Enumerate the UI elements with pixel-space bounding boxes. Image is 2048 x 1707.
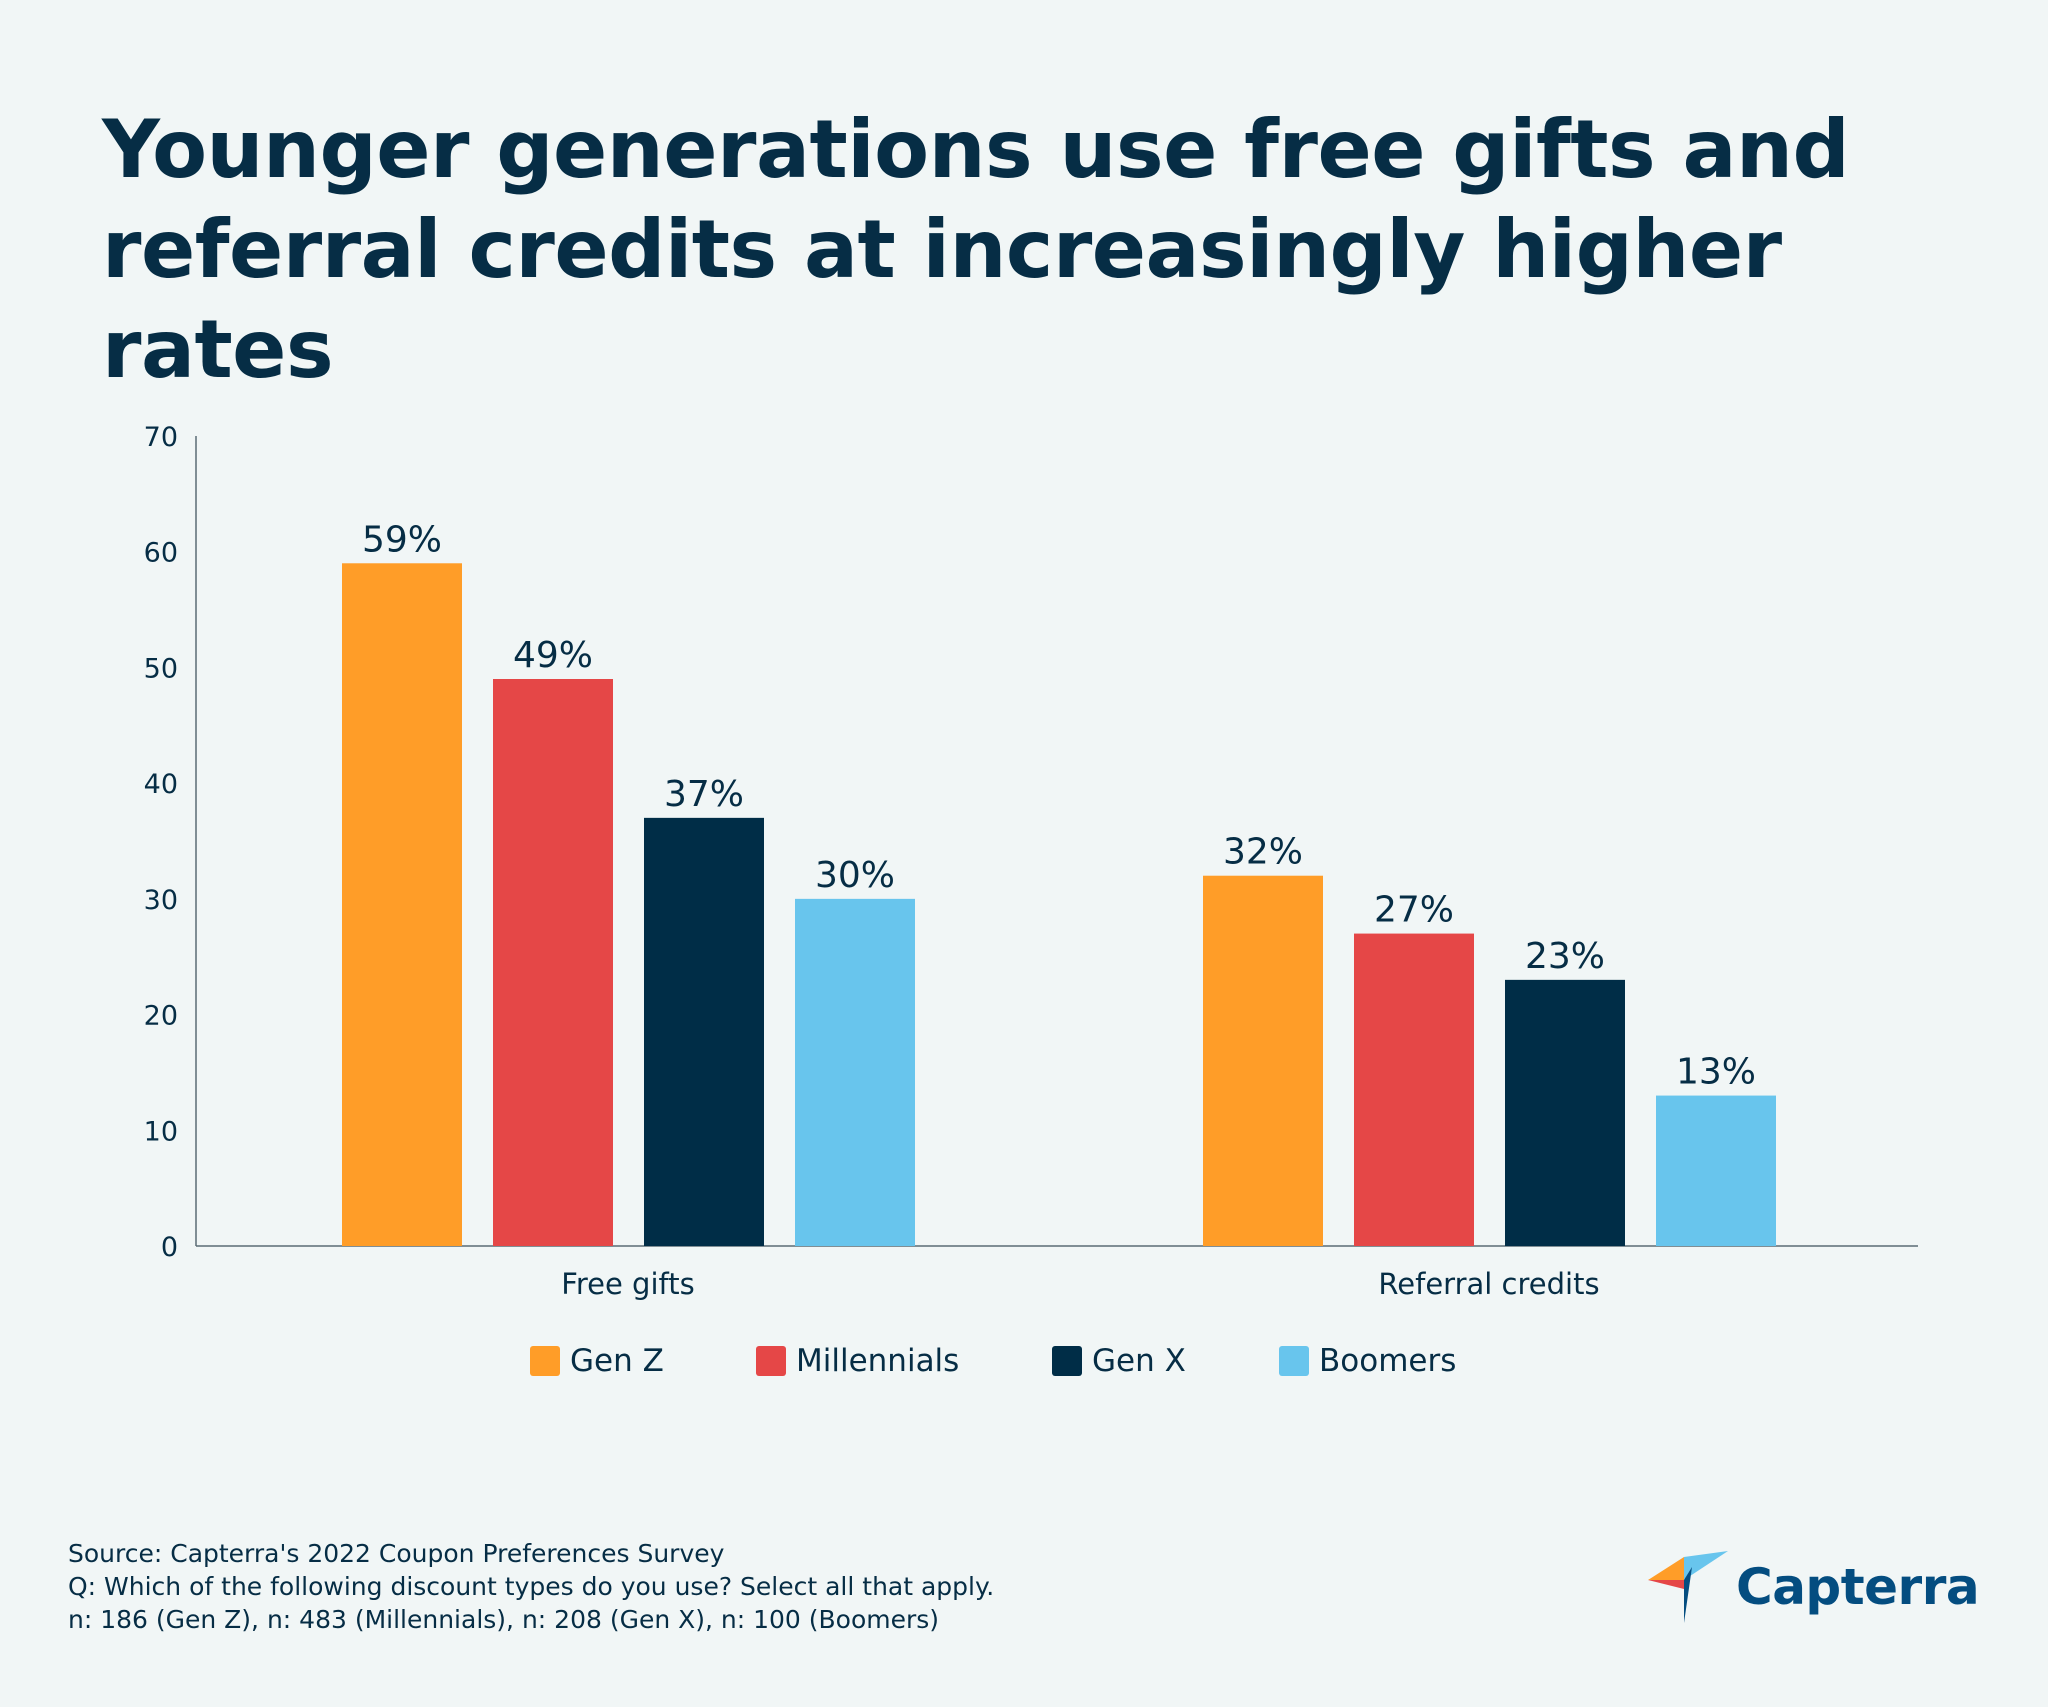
capterra-logo: Capterra [1648, 1551, 1980, 1623]
legend-item-millennials: Millennials [756, 1343, 959, 1379]
legend-swatch-millennials [756, 1346, 786, 1376]
data-label-free-gifts-gen-x: 37% [664, 774, 744, 815]
y-tick-label: 70 [144, 422, 178, 453]
legend-swatch-boomers [1279, 1346, 1309, 1376]
x-category-label: Free gifts [561, 1267, 694, 1301]
legend-label-millennials: Millennials [796, 1343, 960, 1379]
y-tick-label: 50 [144, 653, 178, 684]
y-tick-label: 0 [161, 1232, 178, 1263]
bar-free-gifts-gen-x [644, 817, 764, 1246]
data-label-free-gifts-gen-z: 59% [362, 519, 442, 560]
source-note: Source: Capterra's 2022 Coupon Preferenc… [68, 1539, 725, 1568]
data-label-referral-credits-gen-z: 32% [1223, 832, 1303, 873]
chart-title-line-2: referral credits at increasingly higher … [102, 203, 1782, 396]
capterra-wordmark: Capterra [1736, 1558, 1980, 1616]
data-label-referral-credits-millennials: 27% [1374, 890, 1454, 931]
y-tick-label: 20 [144, 1001, 178, 1032]
legend-swatch-gen-z [530, 1346, 560, 1376]
chart-footer: Source: Capterra's 2022 Coupon Preferenc… [68, 1537, 994, 1636]
bar-referral-credits-gen-z [1203, 875, 1323, 1246]
y-tick-label: 30 [144, 885, 178, 916]
legend-label-boomers: Boomers [1319, 1343, 1457, 1379]
y-tick-label: 40 [144, 769, 178, 800]
legend-item-gen-z: Gen Z [530, 1343, 664, 1379]
bar-referral-credits-gen-x [1505, 979, 1625, 1246]
legend-item-boomers: Boomers [1279, 1343, 1456, 1379]
bar-chart: 0 10 20 30 40 50 60 70 59% 49% 37% 30% Free gifts 32%… [144, 422, 1918, 1301]
chart-title-line-1: Younger generations use free gifts and [102, 103, 1850, 196]
bar-referral-credits-millennials [1354, 933, 1474, 1246]
data-label-referral-credits-boomers: 13% [1676, 1052, 1756, 1093]
bar-free-gifts-boomers [795, 898, 915, 1246]
bar-free-gifts-millennials [493, 679, 613, 1246]
chart-title: Younger generations use free gifts and r… [102, 100, 2002, 400]
legend-item-gen-x: Gen X [1052, 1343, 1186, 1379]
bar-referral-credits-boomers [1656, 1095, 1776, 1246]
y-tick-label: 60 [144, 538, 178, 569]
y-tick-label: 10 [144, 1116, 178, 1147]
data-label-referral-credits-gen-x: 23% [1525, 936, 1605, 977]
legend-label-gen-x: Gen X [1092, 1343, 1186, 1379]
chart-legend: Gen Z Millennials Gen X Boomers [0, 1343, 2048, 1383]
x-category-label: Referral credits [1378, 1267, 1599, 1301]
capterra-logo-icon [1648, 1551, 1728, 1623]
legend-label-gen-z: Gen Z [570, 1343, 664, 1379]
data-label-free-gifts-boomers: 30% [815, 855, 895, 896]
legend-swatch-gen-x [1052, 1346, 1082, 1376]
data-label-free-gifts-millennials: 49% [513, 635, 593, 676]
sample-sizes: n: 186 (Gen Z), n: 483 (Millennials), n:… [68, 1605, 940, 1634]
survey-question: Q: Which of the following discount types… [68, 1572, 995, 1601]
bar-free-gifts-gen-z [342, 563, 462, 1246]
